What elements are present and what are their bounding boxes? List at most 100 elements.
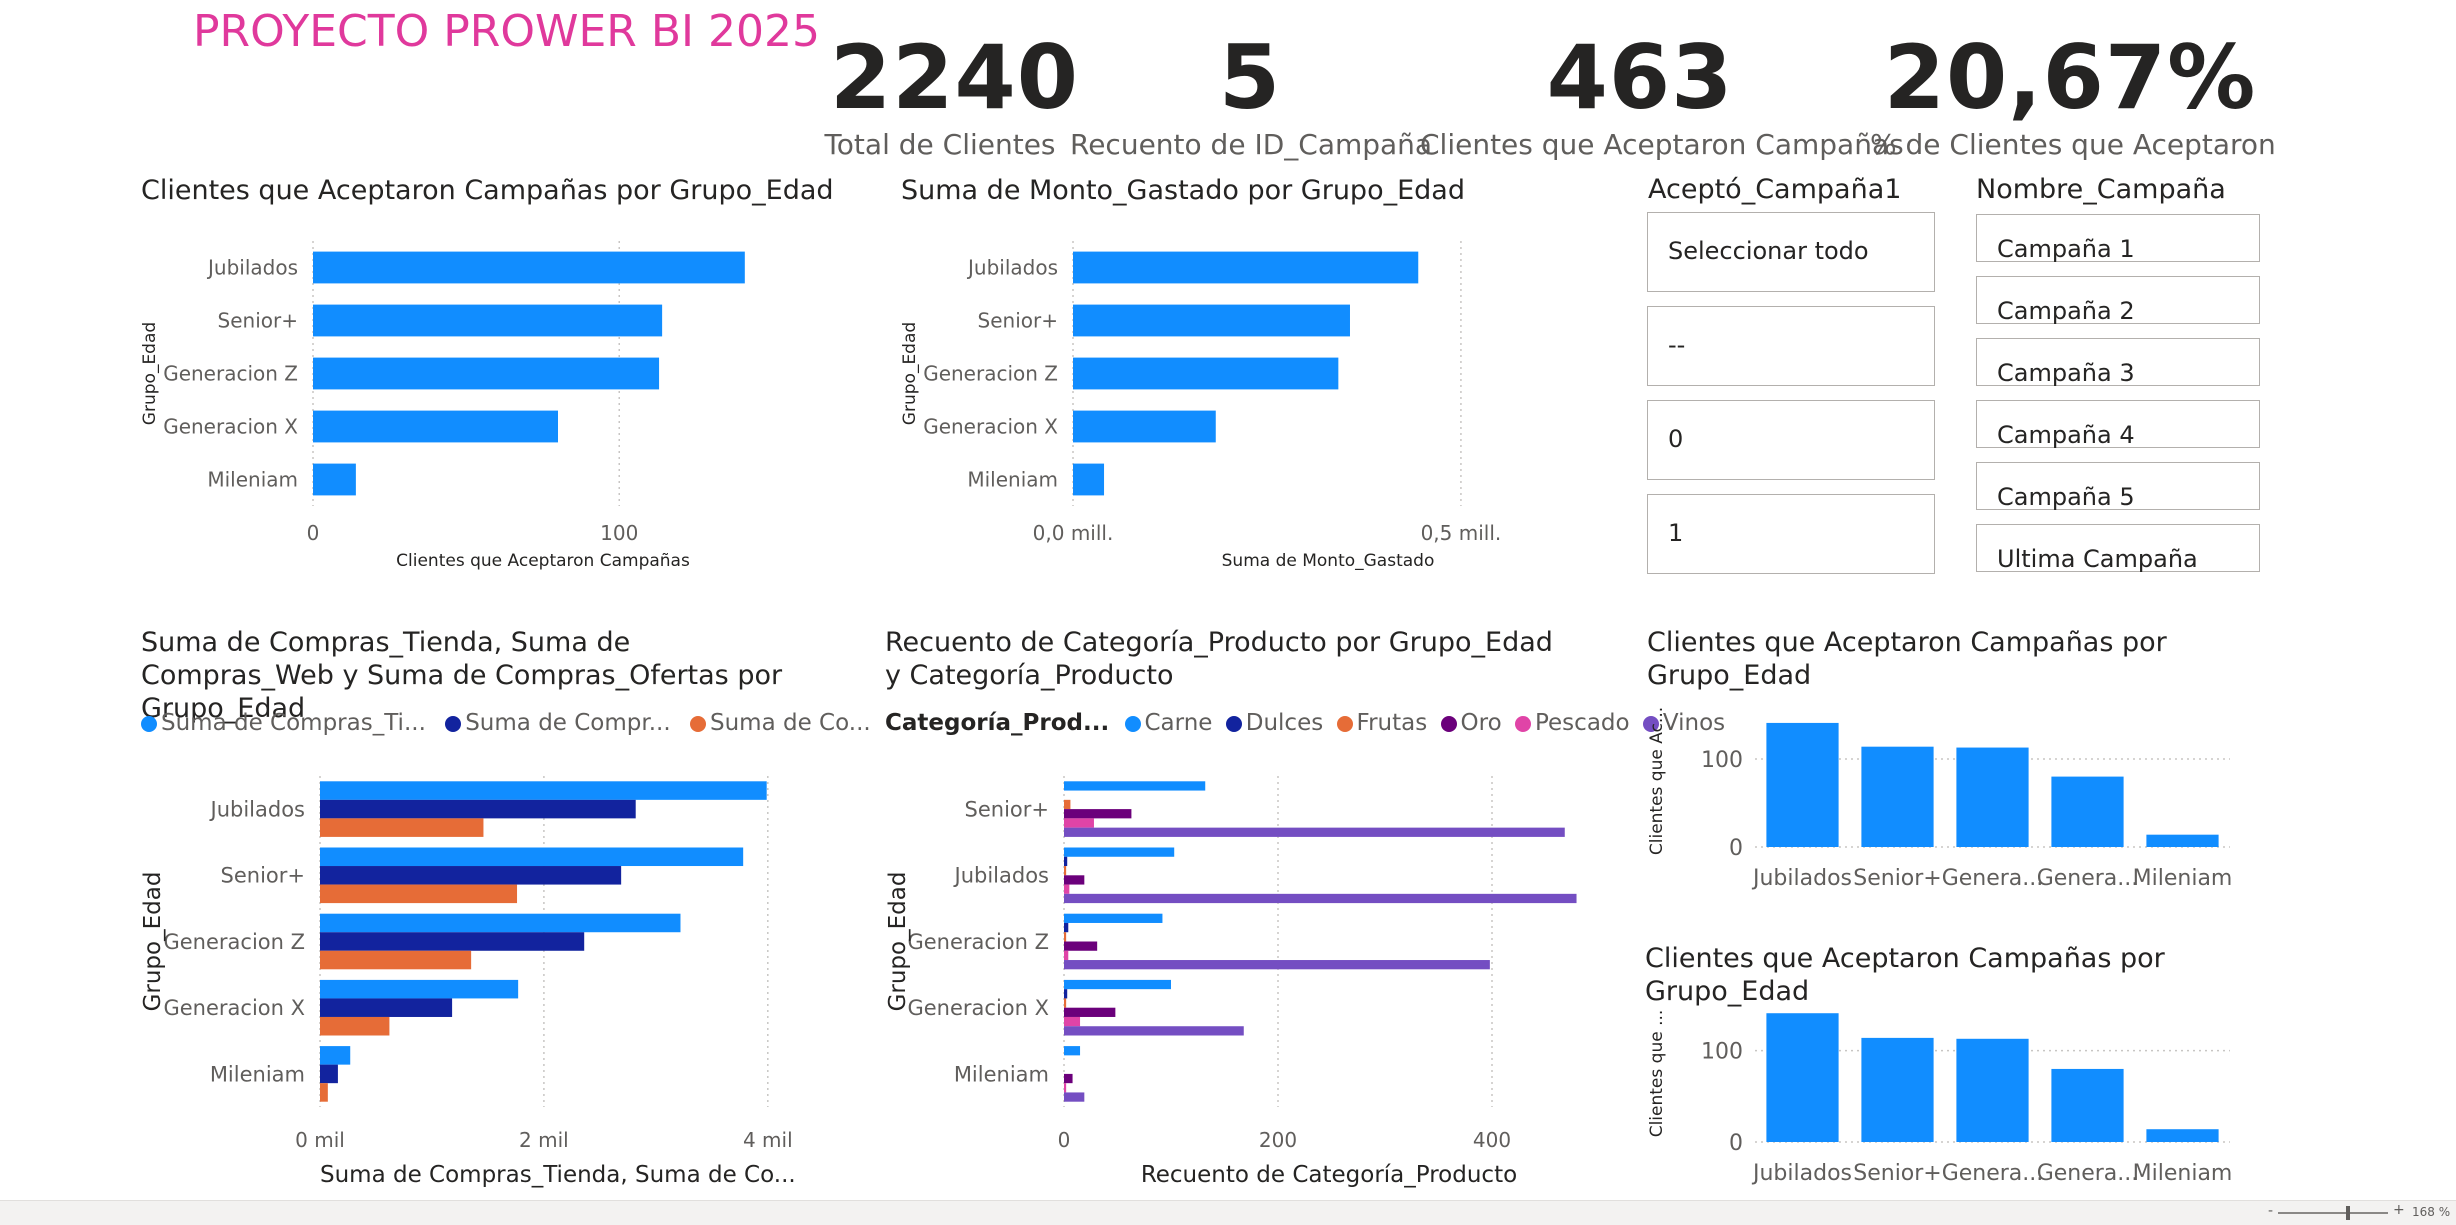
bar: [320, 998, 453, 1017]
bar: [1064, 847, 1175, 857]
x-tick-label: 400: [1473, 1128, 1511, 1152]
bar: [1064, 1016, 1081, 1027]
zoom-slider[interactable]: [2278, 1212, 2388, 1214]
kpi-card-clientes-aceptaron[interactable]: 463 Clientes que Aceptaron Campañas: [1420, 0, 1904, 170]
bar: [320, 884, 518, 904]
x-category-label: Genera...: [1942, 866, 2044, 891]
bar: [1064, 1092, 1085, 1102]
bar: [320, 818, 484, 837]
slicer-item-seleccionar-todo[interactable]: Seleccionar todo: [1647, 212, 1935, 292]
bar: [313, 304, 663, 337]
legend-item[interactable]: Pescado: [1514, 710, 1630, 736]
bar: [320, 866, 622, 885]
y-category-label: Jubilados: [953, 864, 1050, 888]
x-axis-title: Clientes que Aceptaron Campañas: [396, 551, 690, 571]
kpi-card-total-clientes[interactable]: 2240 Total de Clientes: [824, 0, 1079, 170]
y-category-label: Senior+: [221, 864, 305, 888]
slicer-item-campana-3[interactable]: Campaña 3: [1976, 338, 2260, 387]
bar: [1064, 1046, 1081, 1056]
y-tick-label: 0: [1729, 836, 1743, 861]
y-category-label: Generacion X: [923, 415, 1058, 439]
kpi-card-porcentaje[interactable]: 20,67% % de Clientes que Aceptaron: [1870, 0, 2276, 170]
bar: [320, 1046, 351, 1065]
slicer-item-1[interactable]: 1: [1647, 494, 1935, 574]
zoom-in-icon[interactable]: +: [2393, 1202, 2405, 1218]
column-bar: [2051, 1068, 2124, 1142]
chart-categoria-producto[interactable]: 0 200 400 Senior+ Jubilados Generacion Z Gener…: [875, 745, 1610, 1195]
x-tick-label: 2 mil: [519, 1128, 569, 1152]
slicer-item-ultima-campana[interactable]: Ultima Campaña: [1976, 524, 2260, 573]
slicer-item-campana-1[interactable]: Campaña 1: [1976, 214, 2260, 263]
y-category-label: Generacion X: [163, 415, 298, 439]
chart-title: Suma de Compras_Tienda, Suma de Compras_…: [141, 627, 783, 724]
legend-item[interactable]: Suma de Compras_Ti...: [141, 710, 426, 736]
column-bar: [1766, 1013, 1839, 1142]
y-axis-title: Grupo_Edad: [140, 872, 166, 1012]
legend-item[interactable]: Frutas: [1336, 710, 1427, 736]
x-category-label: Genera...: [2037, 1161, 2139, 1186]
x-category-label: Genera...: [1942, 1161, 2044, 1186]
x-axis-title: Suma de Monto_Gastado: [1222, 551, 1435, 571]
legend-item[interactable]: Carne: [1124, 710, 1212, 736]
y-category-label: Senior+: [965, 797, 1049, 821]
zoom-slider-thumb[interactable]: [2346, 1206, 2350, 1220]
slicer-item-0[interactable]: 0: [1647, 400, 1935, 480]
kpi-value: 20,67%: [1883, 26, 2257, 129]
y-tick-label: 100: [1701, 1040, 1743, 1065]
y-tick-label: 0: [1729, 1131, 1743, 1156]
x-tick-label: 100: [600, 521, 638, 545]
chart-compras[interactable]: 0 mil 2 mil 4 mil Jubilados Senior+ Generacio…: [130, 745, 830, 1195]
chart-legend: Categoría_Prod... Carne Dulces Frutas Or…: [885, 710, 1725, 736]
legend-dot-icon: [1642, 716, 1659, 732]
legend-item[interactable]: Suma de Co...: [689, 710, 871, 736]
x-category-label: Jubilados: [1751, 1161, 1852, 1186]
legend-item[interactable]: Suma de Compr...: [445, 710, 671, 736]
y-axis-title: Grupo_Edad: [885, 872, 911, 1012]
y-category-label: Jubilados: [209, 797, 306, 821]
x-category-label: Senior+: [1853, 1161, 1942, 1186]
legend-dot-icon: [141, 716, 157, 732]
bar: [1064, 913, 1163, 923]
slicer-item-dash[interactable]: --: [1647, 306, 1935, 386]
bar: [1073, 304, 1350, 337]
legend-item[interactable]: Oro: [1440, 710, 1502, 736]
y-category-label: Generacion X: [907, 996, 1049, 1020]
bar: [1064, 1007, 1116, 1017]
bar: [1064, 809, 1132, 819]
kpi-value: 2240: [830, 26, 1079, 129]
chart-clientes-aceptaron-horizontal[interactable]: 0 100 Jubilados Senior+ Generacion Z Generaci…: [130, 220, 850, 590]
bar: [1064, 960, 1490, 970]
y-axis-title: Grupo_Edad: [140, 322, 160, 425]
y-category-label: Mileniam: [954, 1062, 1049, 1086]
kpi-card-recuento-campana[interactable]: 5 Recuento de ID_Campaña: [1070, 0, 1432, 170]
bar: [1064, 818, 1094, 828]
slicer-item-campana-4[interactable]: Campaña 4: [1976, 400, 2260, 449]
page-title: PROYECTO PROWER BI 2025: [193, 6, 820, 57]
x-axis-title: Recuento de Categoría_Producto: [1141, 1162, 1517, 1188]
bar: [1064, 998, 1067, 1008]
bar: [1073, 357, 1339, 390]
bar: [1073, 410, 1216, 443]
legend-dot-icon: [1225, 716, 1242, 732]
slicer-title-nombre: Nombre_Campaña: [1976, 174, 2226, 205]
column-bar: [1861, 1037, 1934, 1142]
slicer-item-campana-5[interactable]: Campaña 5: [1976, 462, 2260, 511]
y-category-label: Jubilados: [206, 256, 298, 280]
status-bar: - + 168 %: [0, 1200, 2456, 1225]
x-tick-label: 0 mil: [295, 1128, 345, 1152]
legend-item[interactable]: Vinos: [1642, 710, 1725, 736]
chart-monto-gastado[interactable]: 0,0 mill. 0,5 mill. Jubilados Senior+ Genera…: [890, 220, 1550, 590]
bar: [320, 979, 519, 999]
column-bar: [1766, 722, 1839, 847]
bar: [1064, 799, 1071, 810]
legend-dot-icon: [445, 716, 462, 732]
column-bar: [2051, 776, 2124, 847]
column-bar: [2146, 834, 2219, 847]
zoom-out-icon[interactable]: -: [2268, 1203, 2274, 1219]
legend-item[interactable]: Dulces: [1225, 710, 1323, 736]
bar: [1064, 932, 1067, 942]
slicer-item-campana-2[interactable]: Campaña 2: [1976, 276, 2260, 325]
kpi-label: Recuento de ID_Campaña: [1070, 128, 1433, 161]
